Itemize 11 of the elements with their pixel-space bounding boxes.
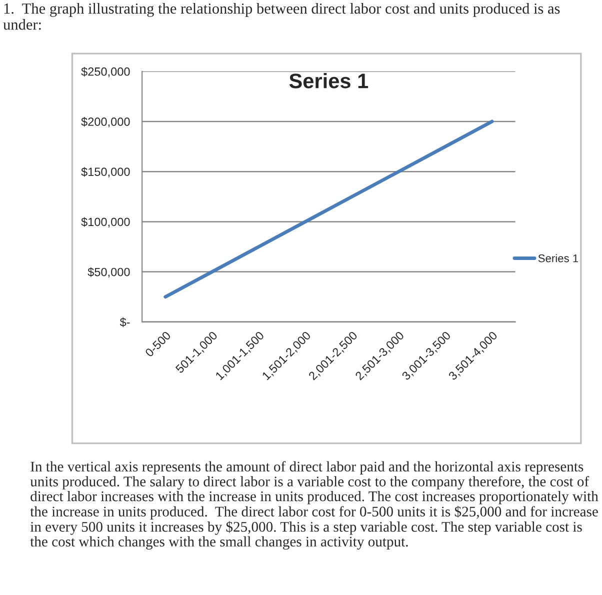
y-tick-label: $250,000 xyxy=(81,66,130,78)
chart-title: Series 1 xyxy=(289,73,368,88)
legend-label: Series 1 xyxy=(538,254,578,262)
text: 1. The graph illustrating the relationship between direct labor cost and units produced is as under: xyxy=(3,2,560,30)
y-tick-label: $50,000 xyxy=(88,267,130,278)
y-tick-label: $100,000 xyxy=(81,217,130,228)
y-tick-label: $200,000 xyxy=(81,117,130,128)
text: In the vertical axis represents the amount of direct labor paid and the horizontal axis represents units produced. The salary to direct labor is a variable cost to the company therefore, the cost of direct labor increases with the increase in units produced. The cost increases proportionately with the increase in units produced. The direct labor cost for 0-500 units it is $25,000 and for increase in every 500 units it increases by $25,000. This is a step variable cost. The step variable cost is the cost which changes with the small changes in activity output. xyxy=(30,461,598,550)
y-tick-label: $- xyxy=(120,317,130,327)
line-series xyxy=(164,120,494,299)
y-tick-label: $150,000 xyxy=(81,167,130,178)
